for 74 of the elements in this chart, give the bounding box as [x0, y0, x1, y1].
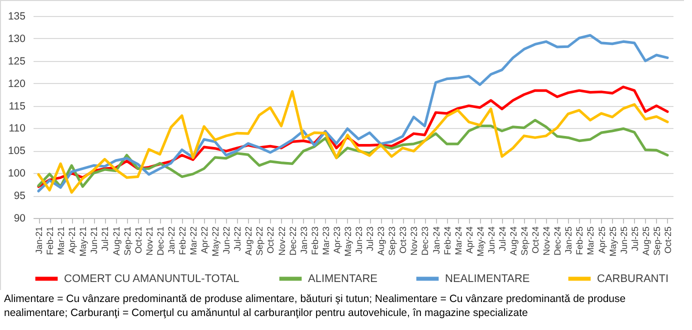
y-tick-label: 130 [8, 32, 26, 45]
x-tick-label: Nov-21 [144, 226, 154, 256]
x-tick-label: Mar-21 [56, 226, 66, 256]
y-tick-label: 90 [14, 212, 26, 224]
legend-label: COMERT CU AMANUNTUL-TOTAL [64, 272, 240, 285]
y-tick-label: 105 [8, 145, 26, 158]
x-tick-label: Jul-24 [497, 226, 508, 252]
legend-label: CARBURANTI [597, 272, 669, 285]
x-tick-label: Jul-21 [100, 226, 110, 252]
x-tick-label: Jan-24 [431, 226, 442, 254]
x-tick-label: May-22 [210, 226, 221, 257]
x-tick-label: Mar-22 [188, 226, 198, 256]
x-tick-label: May-25 [608, 226, 618, 257]
x-tick-label: Apr-23 [332, 226, 342, 254]
x-tick-label: Mar-25 [586, 226, 596, 256]
x-tick-label: Oct-23 [398, 226, 408, 254]
x-tick-label: May-24 [475, 226, 486, 257]
x-tick-label: Nov-22 [276, 226, 287, 256]
x-tick-label: Feb-21 [45, 226, 56, 256]
x-tick-label: Jan-21 [34, 226, 44, 254]
y-tick-label: 120 [8, 78, 26, 90]
x-tick-label: Mar-23 [320, 226, 331, 256]
x-tick-label: Apr-22 [200, 226, 210, 254]
x-tick-label: Jun-22 [222, 226, 232, 254]
x-tick-label: May-23 [342, 226, 353, 257]
x-tick-label: Oct-24 [530, 226, 541, 254]
x-tick-label: Apr-21 [67, 226, 78, 254]
x-tick-label: Oct-21 [133, 226, 144, 254]
x-tick-label: May-21 [78, 226, 88, 257]
x-tick-label: Jan-22 [166, 226, 176, 254]
legend-label: ALIMENTARE [308, 272, 378, 285]
x-tick-label: Jul-22 [232, 226, 243, 252]
x-tick-label: Mar-24 [453, 226, 464, 256]
x-tick-label: Sep-25 [652, 226, 662, 256]
x-tick-label: Jun-25 [618, 226, 629, 254]
x-tick-label: Feb-23 [310, 226, 320, 256]
legend-label: NEALIMENTARE [445, 272, 530, 285]
x-tick-label: Jan-23 [298, 226, 309, 254]
x-tick-label: Sep-24 [520, 226, 530, 256]
x-tick-label: Aug-21 [111, 226, 122, 256]
x-tick-label: Aug-24 [508, 226, 518, 256]
y-tick-label: 110 [8, 122, 26, 135]
x-tick-label: Aug-22 [244, 226, 254, 256]
x-tick-label: Dec-23 [420, 226, 430, 256]
x-tick-label: Jul-23 [365, 226, 376, 252]
y-tick-label: 135 [8, 10, 26, 22]
x-tick-label: Sep-23 [387, 226, 398, 256]
x-tick-label: Nov-24 [542, 226, 552, 256]
x-tick-label: Oct-22 [266, 226, 276, 254]
y-tick-label: 100 [8, 168, 26, 180]
x-tick-label: Jul-25 [630, 226, 640, 252]
x-tick-label: Apr-24 [464, 226, 474, 254]
x-tick-label: Feb-25 [574, 226, 585, 256]
line-series [37, 34, 669, 192]
text: Alimentare = Cu vânzare predominantă de produse alimentare, băuturi şi tutun; Nealimentare = Cu vânzare predominantă de produse nealimentare; Carburanţi = Comerţul cu amănuntul al carburanţilor pentru autovehicule, în magazine specializate [3, 292, 627, 321]
x-tick-label: Sep-21 [122, 226, 132, 256]
x-tick-label: Apr-25 [596, 226, 607, 254]
x-tick-label: Dec-22 [288, 226, 298, 256]
x-tick-label: Aug-25 [640, 226, 651, 256]
x-tick-label: Oct-25 [662, 226, 673, 254]
y-tick-label: 125 [8, 55, 26, 68]
x-tick-label: Jun-24 [486, 226, 496, 254]
y-tick-label: 95 [14, 190, 26, 202]
x-tick-label: Feb-24 [442, 226, 452, 256]
x-tick-label: Feb-22 [177, 226, 188, 256]
x-tick-label: Aug-23 [376, 226, 386, 256]
y-tick-label: 115 [8, 100, 26, 112]
x-tick-label: Jun-23 [354, 226, 364, 254]
x-tick-label: Jan-25 [564, 226, 574, 254]
x-tick-label: Sep-22 [254, 226, 265, 256]
x-tick-label: Dec-21 [155, 226, 166, 256]
x-tick-label: Dec-24 [552, 226, 563, 256]
x-tick-label: Jun-21 [89, 226, 100, 254]
x-tick-label: Nov-23 [409, 226, 420, 256]
